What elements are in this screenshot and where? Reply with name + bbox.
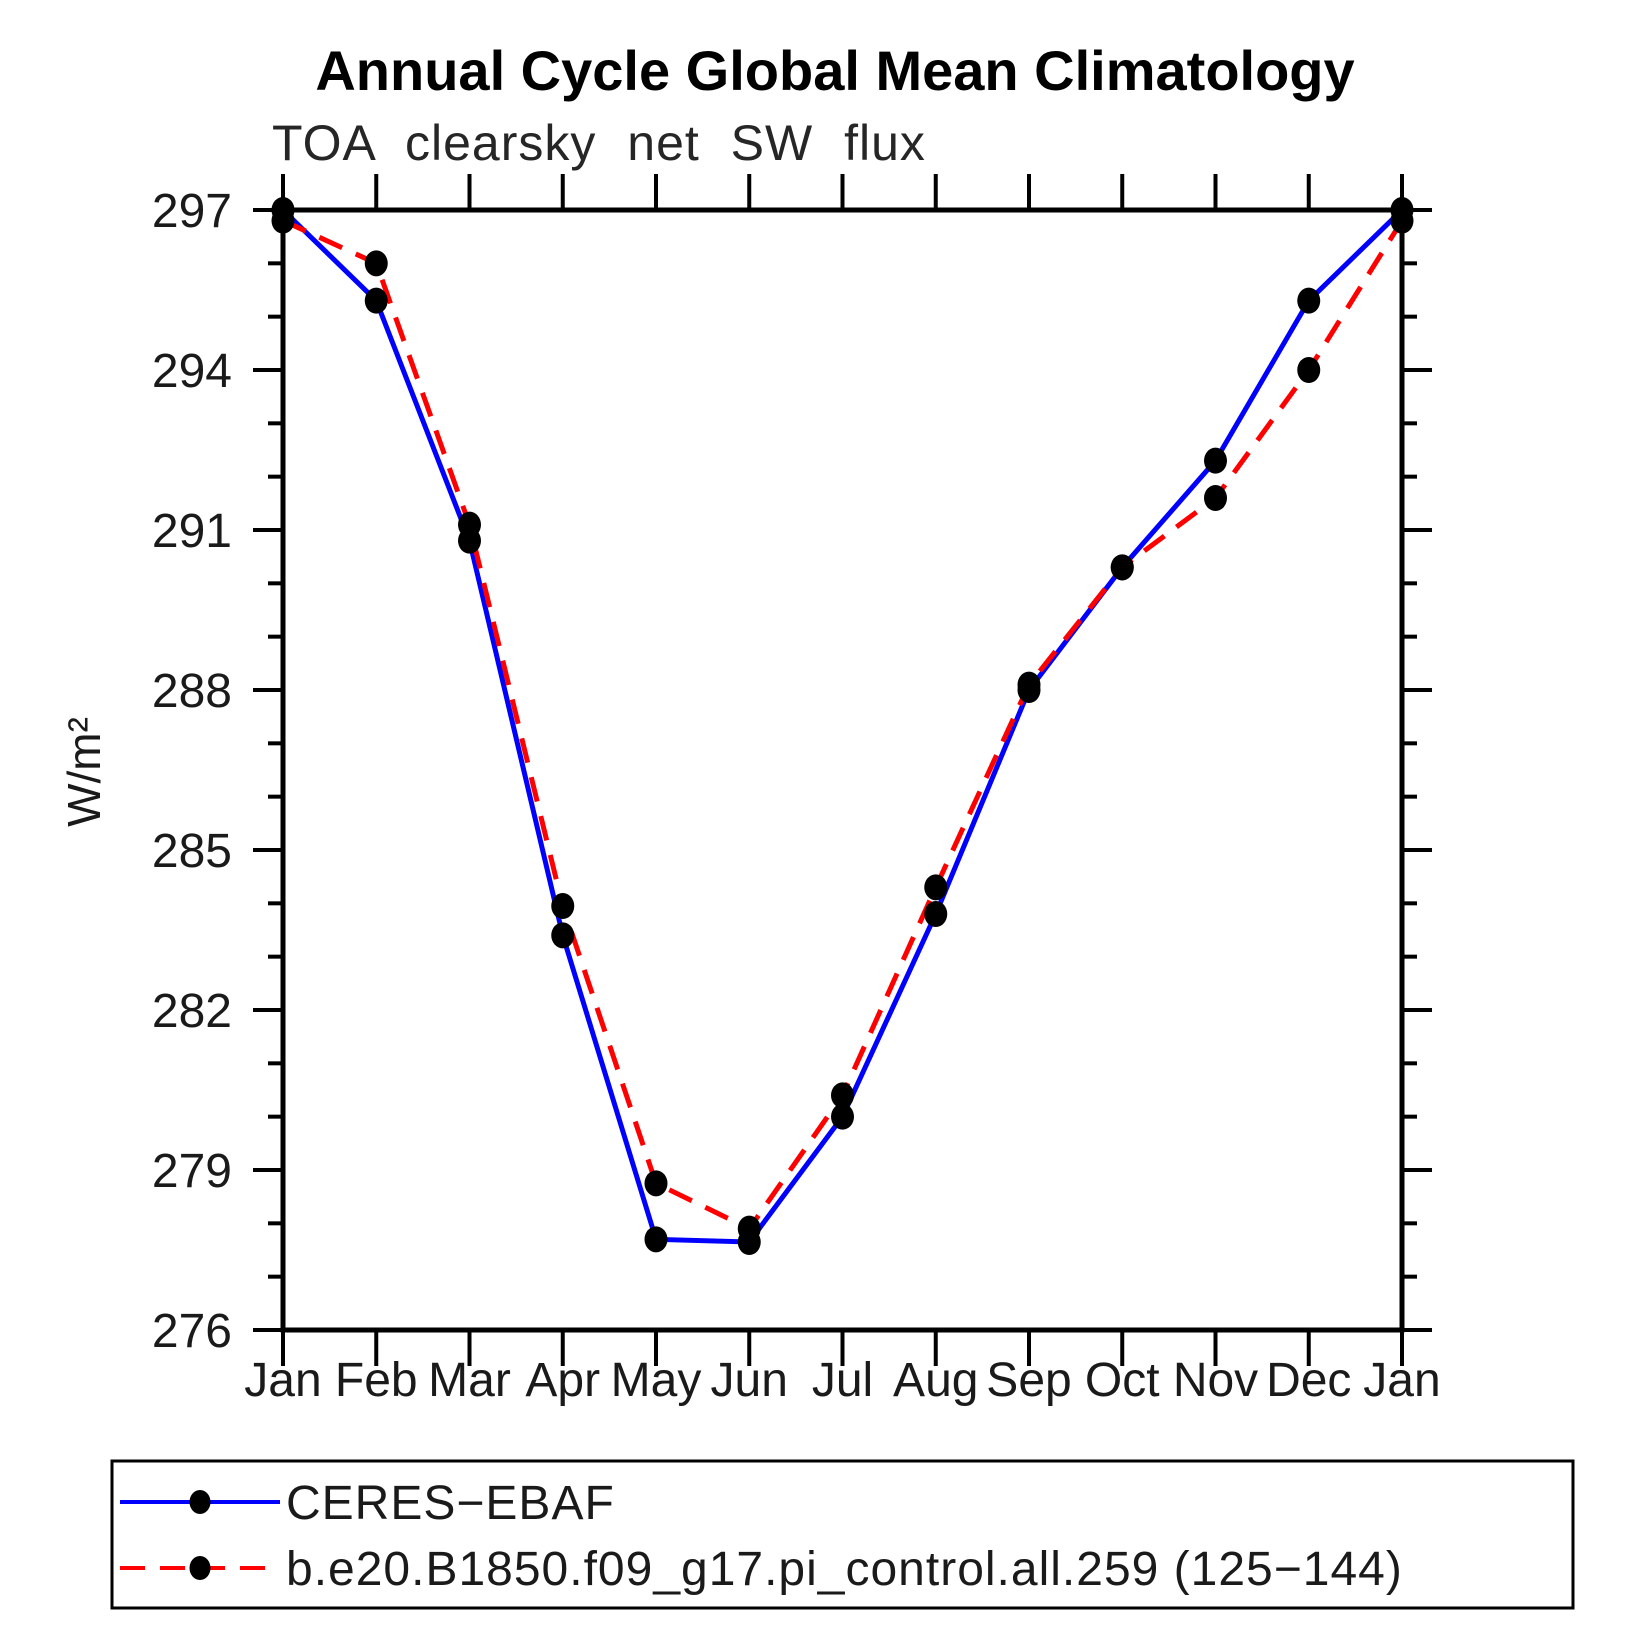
y-tick-label: 288 <box>152 665 232 718</box>
data-point-marker-series-1 <box>1110 554 1134 581</box>
x-tick-label: Feb <box>335 1354 418 1407</box>
y-tick-label: 282 <box>152 985 232 1038</box>
data-point-marker-series-0 <box>924 901 948 927</box>
x-tick-label: Mar <box>428 1354 511 1407</box>
legend: CERES−EBAF b.e20.B1850.f09_g17.pi_control… <box>110 1459 1575 1610</box>
legend-box <box>110 1459 1575 1610</box>
chart-subtitle: TOA clearsky net SW flux <box>272 115 926 171</box>
data-point-marker-series-1 <box>1390 207 1414 234</box>
y-tick-label: 285 <box>152 825 232 878</box>
data-point-marker-series-0 <box>364 287 388 314</box>
x-tick-label: Jan <box>1363 1354 1440 1407</box>
data-point-marker-series-1 <box>1297 357 1321 383</box>
x-tick-labels: Jan Feb Mar Apr May Jun Jul Aug Sep Oct Nov Dec Jan <box>244 1354 1440 1407</box>
data-point-marker-series-0 <box>644 1226 668 1253</box>
data-point-marker-series-1 <box>831 1082 854 1109</box>
axis-ticks <box>253 174 1432 1366</box>
data-point-marker-series-1 <box>364 250 388 277</box>
series-line-1 <box>281 218 1405 1232</box>
data-point-marker-series-1 <box>1204 485 1227 511</box>
y-tick-label: 297 <box>152 185 232 238</box>
x-tick-label: Oct <box>1085 1354 1160 1407</box>
plot-frame <box>280 207 1405 1333</box>
x-tick-label: Jul <box>812 1354 873 1407</box>
data-point-marker-series-1 <box>644 1170 668 1197</box>
y-tick-label: 276 <box>152 1305 232 1358</box>
x-tick-label: May <box>611 1354 702 1407</box>
x-tick-label: Jan <box>244 1354 321 1407</box>
x-tick-label: Apr <box>525 1354 600 1407</box>
data-point-markers <box>271 197 1414 1255</box>
y-tick-label: 291 <box>152 505 232 558</box>
x-tick-label: Dec <box>1266 1354 1351 1407</box>
legend-label-0: CERES−EBAF <box>286 1477 615 1530</box>
legend-label-1: b.e20.B1850.f09_g17.pi_control.all.259 (… <box>286 1543 1403 1596</box>
data-point-marker-series-0 <box>831 1103 854 1130</box>
y-tick-label: 279 <box>152 1145 232 1198</box>
data-point-marker-series-1 <box>551 893 575 919</box>
data-point-marker-series-1 <box>1017 671 1041 698</box>
data-point-marker-series-1 <box>271 207 295 234</box>
x-tick-label: Sep <box>986 1354 1071 1407</box>
chart-title: Annual Cycle Global Mean Climatology <box>315 39 1354 102</box>
x-tick-label: Aug <box>893 1354 978 1407</box>
data-point-marker-series-0 <box>551 922 575 949</box>
y-tick-labels: 276 279 282 285 288 291 294 297 <box>152 185 232 1358</box>
y-axis-label: W/m² <box>58 717 110 827</box>
x-tick-label: Nov <box>1173 1354 1258 1407</box>
data-point-marker-series-1 <box>737 1215 761 1242</box>
data-point-marker-series-0 <box>1297 287 1321 314</box>
y-tick-label: 294 <box>152 345 232 398</box>
data-point-marker-series-1 <box>458 511 481 538</box>
data-point-marker-series-1 <box>924 874 948 901</box>
x-tick-label: Jun <box>711 1354 788 1407</box>
legend-marker-0 <box>189 1490 211 1514</box>
legend-marker-1 <box>189 1556 211 1580</box>
data-point-marker-series-0 <box>1204 447 1227 474</box>
